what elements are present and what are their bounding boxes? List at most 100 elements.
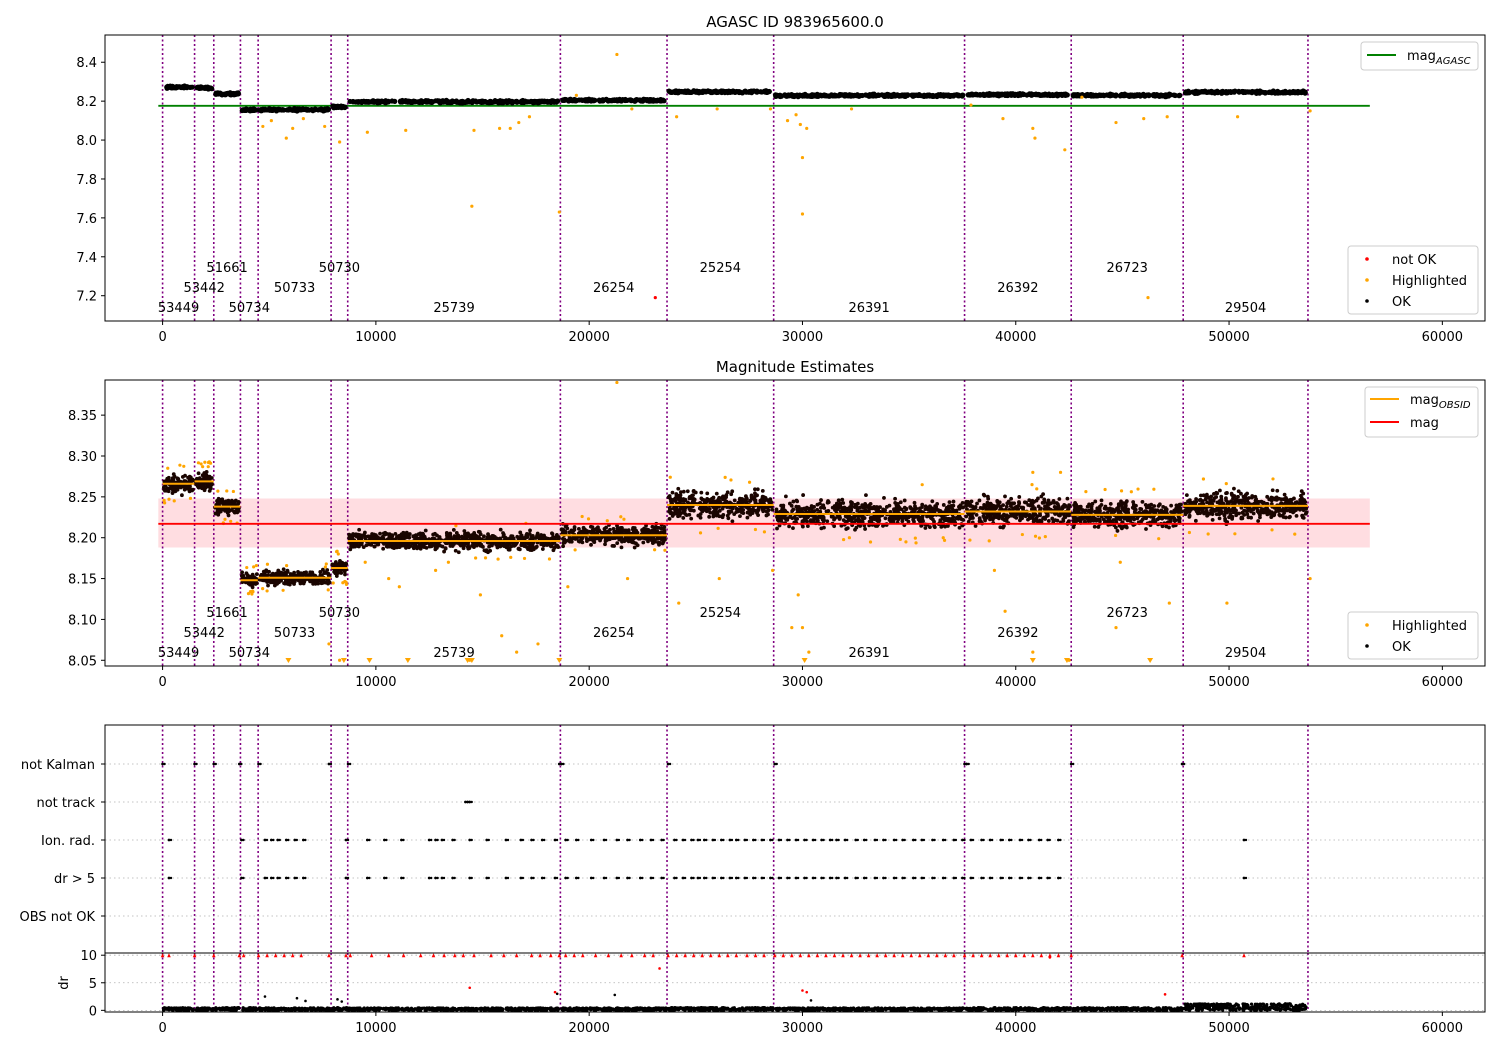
ok-point [602,531,606,535]
ok-point [975,502,979,506]
ok-point [490,536,494,540]
ok-point [761,489,765,493]
highlighted-point [509,556,512,559]
agasc-panel-title: AGASC ID 983965600.0 [706,13,884,31]
ok-point [1096,93,1101,98]
ok-point [1006,515,1010,519]
ok-point [1055,519,1059,523]
ok-point [204,473,208,477]
agasc-legend-lower: not OK Highlighted OK [1348,246,1478,314]
ok-point [514,99,519,104]
ok-point [550,531,554,535]
highlighted-point [729,478,732,481]
ok-point [863,502,867,506]
ok-point [903,499,907,503]
ok-point [555,533,559,537]
ok-point [568,98,573,103]
agasc-plot-frame [105,35,1485,321]
highlighted-point [653,548,656,551]
ok-point [856,507,860,511]
highlighted-point [178,464,181,467]
ok-point [378,532,382,536]
highlighted-point [232,490,235,493]
highlighted-point [1031,127,1034,130]
ok-point [1010,501,1014,505]
ok-point [567,538,571,542]
ok-point [870,506,874,510]
ok-point [392,99,397,104]
ok-point [1269,90,1274,95]
ok-point [286,107,291,112]
highlighted-point [1034,535,1037,538]
ok-point [528,528,532,532]
ok-point [167,476,171,480]
ok-point [898,506,902,510]
ok-point [578,540,582,544]
ok-point [615,541,619,545]
ok-point [958,516,962,520]
ok-point [749,499,753,503]
ok-point [186,484,190,488]
ok-point [557,536,561,540]
ok-point [913,509,917,513]
highlighted-point [166,467,169,470]
highlighted-point [197,461,200,464]
ok-point [168,479,172,483]
ok-point [523,542,527,546]
ok-point [1042,516,1046,520]
ok-point [337,562,341,566]
legend-ok-marker [1365,299,1369,303]
highlighted-point [968,538,971,541]
ok-point [1116,529,1120,533]
ok-point [958,505,962,509]
ok-point [762,89,767,94]
ok-point [430,99,435,104]
ok-point [424,529,428,533]
ok-point [1158,93,1163,98]
ok-point [577,527,581,531]
ok-point [1047,502,1051,506]
ok-point [331,563,335,567]
ok-point [411,535,415,539]
ok-point [382,542,386,546]
ok-point [779,504,783,508]
ok-point [492,98,497,103]
ok-point [344,561,348,565]
ok-point [853,515,857,519]
ok-point [542,534,546,538]
ok-point [754,493,758,497]
ok-point [396,542,400,546]
ok-point [930,499,934,503]
ok-point [287,579,291,583]
highlighted-point [517,121,520,124]
y-tick-label: 7.6 [76,212,97,227]
obsid-label: 29504 [1225,301,1266,316]
ok-point [201,485,205,489]
ok-point [1041,492,1045,496]
ok-point [286,569,290,573]
ok-point [1047,519,1051,523]
x-tick-label: 60000 [1422,330,1463,345]
highlighted-point [229,520,232,523]
ok-point [631,540,635,544]
ok-point [784,494,788,498]
highlighted-point [622,518,625,521]
highlighted-point [899,538,902,541]
obsid-label: 50733 [274,281,315,296]
ok-point [620,545,624,549]
highlighted-point [754,528,757,531]
ok-point [244,106,249,111]
ok-point [699,512,703,516]
highlighted-point [630,107,633,110]
ok-point [275,579,279,583]
obsid-label: 26254 [593,281,634,296]
ok-point [795,500,799,504]
ok-point [837,93,842,98]
highlighted-point [575,94,578,97]
ok-point [924,94,929,99]
ok-point [251,582,255,586]
ok-point [863,516,867,520]
highlighted-point [748,481,751,484]
ok-point [825,519,829,523]
ok-point [541,547,545,551]
